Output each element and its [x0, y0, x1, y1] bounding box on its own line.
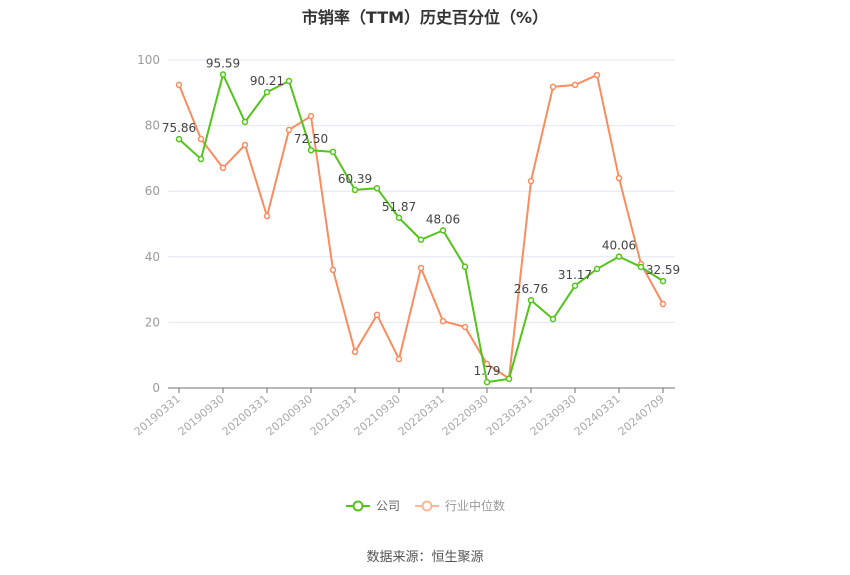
x-tick-label: 20210930 [352, 392, 403, 438]
x-tick-label: 20240331 [572, 392, 623, 438]
data-source: 数据来源：恒生聚源 [366, 550, 484, 565]
legend-line-marker-icon [415, 500, 439, 511]
data-point[interactable] [307, 112, 315, 120]
data-point[interactable] [395, 355, 403, 363]
data-point[interactable] [417, 236, 425, 243]
data-label: 90.21 [250, 74, 284, 88]
data-point[interactable] [285, 126, 293, 134]
data-point[interactable] [175, 135, 183, 143]
data-point[interactable] [417, 264, 425, 272]
data-label: 1.79 [474, 364, 501, 378]
data-point[interactable] [395, 214, 403, 222]
data-point[interactable] [197, 135, 205, 143]
data-point[interactable] [329, 266, 337, 274]
data-point[interactable] [439, 227, 447, 234]
data-point[interactable] [461, 323, 469, 331]
data-point[interactable] [549, 83, 557, 91]
y-tick-label: 40 [145, 250, 160, 264]
data-point[interactable] [549, 315, 557, 323]
chart-title: 市销率（TTM）历史百分位（%） [301, 8, 549, 27]
data-point[interactable] [285, 77, 293, 85]
x-tick-label: 20200331 [220, 392, 271, 438]
y-tick-label: 100 [137, 53, 160, 67]
series-layer [175, 71, 667, 386]
x-tick-label: 20220930 [440, 392, 491, 438]
data-label: 32.59 [646, 263, 680, 277]
data-point[interactable] [505, 375, 513, 383]
data-label: 60.39 [338, 172, 372, 186]
data-point[interactable] [351, 348, 359, 356]
data-label: 48.06 [426, 212, 460, 226]
data-label: 26.76 [514, 282, 548, 296]
legend-item-company[interactable]: 公司 [345, 497, 400, 514]
x-axis: 2019033120190930202003312020093020210331… [132, 387, 675, 438]
data-point[interactable] [351, 186, 359, 194]
data-point[interactable] [527, 177, 535, 185]
data-label: 95.59 [206, 56, 240, 70]
company-line [178, 73, 664, 384]
data-point[interactable] [219, 164, 227, 172]
data-point[interactable] [219, 71, 227, 78]
x-tick-label: 20230930 [528, 392, 579, 438]
data-point[interactable] [439, 317, 447, 325]
data-point[interactable] [615, 253, 623, 260]
data-point[interactable] [373, 311, 381, 319]
legend-item-industry-median[interactable]: 行业中位数 [414, 497, 505, 514]
data-point[interactable] [197, 155, 205, 163]
x-tick-label: 20220331 [396, 392, 447, 438]
data-point[interactable] [307, 146, 315, 154]
x-tick-label: 20190331 [132, 392, 183, 438]
data-point[interactable] [373, 184, 381, 192]
x-tick-label: 20210331 [308, 392, 359, 438]
data-label: 40.06 [602, 239, 636, 253]
data-label: 31.17 [558, 268, 592, 282]
y-axis: 0 20 40 60 80 100 [137, 53, 160, 395]
data-point[interactable] [175, 81, 183, 89]
x-tick-label: 20230331 [484, 392, 535, 438]
data-point[interactable] [593, 265, 601, 273]
data-label: 75.86 [162, 121, 196, 135]
data-point[interactable] [615, 174, 623, 182]
y-tick-label: 80 [145, 119, 160, 133]
data-point[interactable] [593, 71, 601, 79]
data-label: 72.50 [294, 132, 328, 146]
x-tick-label: 20190930 [176, 392, 227, 438]
legend-line-marker-icon [345, 500, 370, 511]
data-labels: 75.86 95.59 90.21 72.50 60.39 51.87 48.06 1.79 2… [162, 56, 680, 378]
data-point[interactable] [483, 378, 491, 386]
y-tick-label: 20 [145, 315, 160, 329]
data-point[interactable] [241, 118, 249, 126]
x-tick-label: 20240709 [616, 392, 667, 438]
data-point[interactable] [571, 81, 579, 89]
data-point[interactable] [329, 148, 337, 156]
legend-label: 公司 [375, 499, 400, 513]
data-point[interactable] [241, 141, 249, 149]
data-point[interactable] [527, 296, 535, 304]
legend-label: 行业中位数 [445, 499, 506, 513]
data-point[interactable] [659, 277, 667, 285]
x-tick-label: 20200930 [264, 392, 315, 438]
data-label: 51.87 [382, 200, 416, 214]
data-point[interactable] [263, 212, 271, 220]
data-point[interactable] [637, 263, 645, 271]
industry-median-line [178, 74, 664, 380]
y-tick-label: 60 [145, 184, 160, 198]
y-tick-label: 0 [152, 381, 160, 395]
gridlines [168, 59, 675, 323]
data-point[interactable] [461, 263, 469, 270]
data-point[interactable] [659, 300, 667, 308]
legend: 公司 行业中位数 [0, 497, 850, 514]
data-point[interactable] [263, 88, 271, 96]
data-point[interactable] [571, 282, 579, 290]
